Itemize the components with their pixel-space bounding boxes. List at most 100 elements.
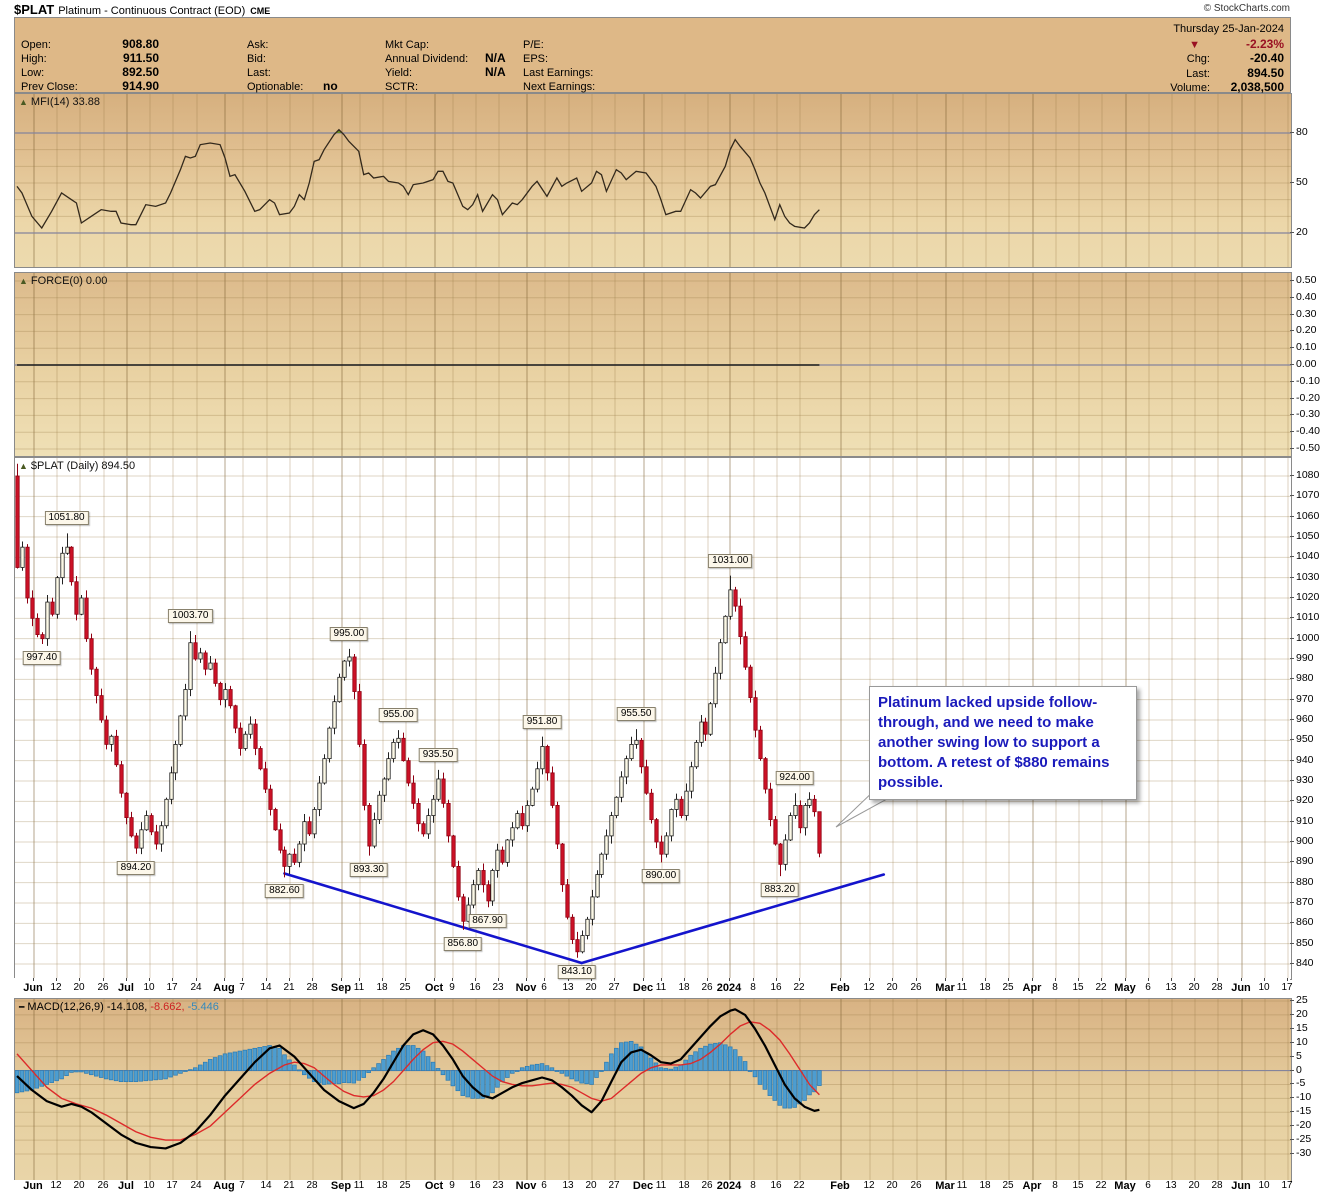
x-axis-tick xyxy=(1078,978,1079,981)
macd-histogram-bar xyxy=(138,1070,144,1082)
y-axis-label: 0.10 xyxy=(1296,341,1317,354)
y-axis-tick xyxy=(1290,1000,1294,1001)
x-axis-label: 2024 xyxy=(716,982,742,994)
candle-up xyxy=(590,896,595,920)
y-axis-label: 970 xyxy=(1296,692,1314,705)
y-axis-label: -0.30 xyxy=(1296,408,1320,421)
macd-histogram-bar xyxy=(663,1068,669,1071)
macd-histogram-bar xyxy=(425,1056,431,1071)
macd-histogram-bar xyxy=(569,1070,574,1080)
macd-histogram-bar xyxy=(163,1070,168,1080)
macd-histogram-bar xyxy=(326,1070,332,1085)
candle-down xyxy=(456,865,461,898)
eps-label: EPS: xyxy=(523,53,549,65)
y-axis-label: 0.30 xyxy=(1296,307,1317,320)
open-label: Open: xyxy=(21,39,51,51)
candle-up xyxy=(505,839,510,863)
optionable-value: no xyxy=(323,79,338,93)
y-axis-tick xyxy=(1290,617,1294,619)
candle-up xyxy=(243,733,248,749)
volume-label: Volume: xyxy=(1170,82,1210,94)
macd-histogram-bar xyxy=(54,1070,59,1082)
candle-down xyxy=(203,652,208,670)
optionable-label: Optionable: xyxy=(247,81,304,93)
x-axis-tick xyxy=(498,978,499,981)
candle-up xyxy=(609,815,614,837)
x-axis-label: 20 xyxy=(1188,982,1200,993)
candle-down xyxy=(659,841,664,855)
candle-up xyxy=(515,813,520,829)
low-label: Low: xyxy=(21,67,45,79)
x-axis-tick xyxy=(1287,978,1288,981)
price-level-annotation: 893.30 xyxy=(349,862,388,877)
x-axis-label: May xyxy=(1114,982,1136,994)
y-axis-label: -10 xyxy=(1296,1091,1312,1104)
macd-histogram-bar xyxy=(609,1053,614,1071)
candle-down xyxy=(69,546,74,583)
macd-signal-label: -8.662, xyxy=(150,1001,185,1013)
macd-histogram-bar xyxy=(515,1070,520,1072)
candle-up xyxy=(139,829,144,849)
macd-histogram-bar xyxy=(628,1040,634,1071)
macd-histogram-bar xyxy=(757,1070,763,1085)
x-axis-tick xyxy=(1194,978,1195,981)
x-axis-tick xyxy=(1008,978,1009,981)
macd-histogram-bar xyxy=(742,1061,748,1071)
candle-down xyxy=(149,815,154,833)
x-axis-label: 6 xyxy=(541,982,547,993)
y-axis-tick xyxy=(1290,1125,1294,1127)
y-axis-label: 0.50 xyxy=(1296,274,1317,286)
macd-histogram-bar xyxy=(594,1070,599,1078)
x-axis-label: 20 xyxy=(585,982,597,993)
x-axis-label: 28 xyxy=(306,982,318,993)
candle-down xyxy=(451,835,456,867)
macd-histogram-bar xyxy=(406,1045,411,1071)
x-axis-label: 11 xyxy=(956,982,968,993)
macd-histogram-bar xyxy=(247,1048,253,1071)
x-axis-label: 25 xyxy=(1002,982,1014,993)
candle-down xyxy=(89,638,94,670)
candle-up xyxy=(669,809,674,837)
y-axis-label: 990 xyxy=(1296,652,1314,664)
x-axis-tick xyxy=(614,978,615,981)
candle-down xyxy=(654,819,659,843)
candle-up xyxy=(159,825,164,845)
candle-down xyxy=(763,758,768,790)
candle-down xyxy=(278,829,283,851)
macd-histogram-bar xyxy=(782,1070,787,1109)
x-axis-tick xyxy=(452,978,453,981)
x-axis-label: Jun xyxy=(1231,1180,1251,1192)
x-axis-label: 12 xyxy=(863,982,875,993)
y-axis-tick xyxy=(1290,678,1294,680)
x-axis-label: 17 xyxy=(1281,982,1293,993)
macd-histogram-bar xyxy=(643,1052,649,1071)
macd-histogram-bar xyxy=(341,1070,347,1083)
candle-up xyxy=(337,676,342,703)
x-axis-label: 12 xyxy=(50,1180,62,1191)
candle-down xyxy=(213,662,218,684)
x-axis-tick xyxy=(869,978,870,981)
y-axis-label: 860 xyxy=(1296,916,1314,929)
x-axis-tick xyxy=(684,978,685,981)
price-level-annotation: 1031.00 xyxy=(708,553,753,568)
y-axis-tick xyxy=(1290,881,1294,883)
x-axis-label: Apr xyxy=(1022,982,1042,994)
y-axis-tick xyxy=(1290,861,1294,863)
candle-up xyxy=(788,815,793,841)
macd-histogram-bar xyxy=(113,1070,119,1082)
macd-histogram-bar xyxy=(485,1070,490,1096)
macd-histogram-bar xyxy=(445,1070,451,1081)
macd-histogram-bar xyxy=(510,1070,515,1074)
y-axis-label: 880 xyxy=(1296,875,1314,888)
macd-histogram-bar xyxy=(198,1064,203,1071)
macd-histogram-bar xyxy=(420,1050,426,1071)
x-axis-label: 20 xyxy=(585,1180,597,1191)
price-level-annotation: 890.00 xyxy=(641,869,681,884)
macd-histogram-bar xyxy=(272,1046,277,1071)
x-axis-label: Jun xyxy=(1231,982,1251,994)
candle-down xyxy=(15,475,20,568)
candle-up xyxy=(208,662,213,670)
chg-label: Chg: xyxy=(1186,53,1210,65)
candle-up xyxy=(396,737,401,743)
macd-histogram-bar xyxy=(103,1070,109,1080)
